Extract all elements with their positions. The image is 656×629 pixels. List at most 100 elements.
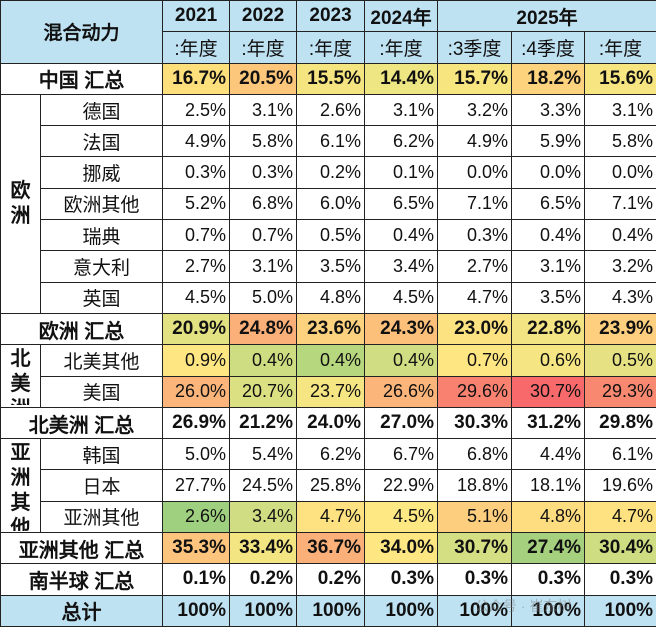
value-cell: 4.9% <box>162 125 231 158</box>
value-cell: 100% <box>364 594 439 627</box>
value-cell: 7.1% <box>437 187 513 221</box>
value-cell: 4.5% <box>364 500 439 534</box>
table-row: 日本 27.7% 24.5% 25.8% 22.9% 18.8% 18.1% 19.6% <box>1 469 656 502</box>
value-cell: 2.7% <box>437 250 513 283</box>
row-label: 中国 汇总 <box>0 62 164 95</box>
value-cell: 30.3% <box>437 406 513 440</box>
value-cell: 27.0% <box>364 406 439 440</box>
table-row: 意大利 2.7% 3.1% 3.5% 3.4% 2.7% 3.1% 3.2% <box>1 250 656 283</box>
row-label: 南半球 汇总 <box>0 563 164 596</box>
value-cell: 0.0% <box>584 156 656 189</box>
value-cell: 22.9% <box>364 469 439 502</box>
value-cell: 23.7% <box>296 375 366 408</box>
value-cell: 100% <box>162 594 231 627</box>
value-cell: 24.5% <box>229 469 298 502</box>
value-cell: 4.9% <box>437 125 513 158</box>
value-cell: 0.2% <box>229 563 298 596</box>
row-label: 瑞典 <box>39 219 164 252</box>
value-cell: 5.2% <box>162 187 231 221</box>
value-cell: 29.6% <box>437 375 513 408</box>
value-cell: 18.8% <box>437 469 513 502</box>
value-cell: 0.3% <box>437 563 513 596</box>
summary-row: 亚洲其他 汇总 35.3% 33.4% 36.7% 34.0% 30.7% 27.4% 30.… <box>0 532 656 565</box>
table-row: 北美洲北美其他0.9%0.4%0.4%0.4%0.7%0.6%0.5% <box>0 344 656 408</box>
value-cell: 29.3% <box>584 375 656 408</box>
value-cell: 2.6% <box>296 93 366 127</box>
total-row: 总计 100% 100% 100% 100% 100% 100% 100% <box>0 594 656 627</box>
year-header: 2023 <box>296 0 366 33</box>
value-cell: 4.4% <box>511 438 586 471</box>
value-cell: 6.8% <box>229 187 298 221</box>
row-label: 日本 <box>39 469 164 502</box>
value-cell: 0.4% <box>364 344 439 377</box>
value-cell: 100% <box>229 594 298 627</box>
value-cell: 0.0% <box>437 156 513 189</box>
row-label: 美国 <box>39 375 164 408</box>
value-cell: 6.7% <box>364 438 439 471</box>
table-row: 挪威 0.3% 0.3% 0.2% 0.1% 0.0% 0.0% 0.0% <box>1 156 656 189</box>
value-cell: 21.2% <box>229 406 298 440</box>
value-cell: 31.2% <box>511 406 586 440</box>
year-header: 2024年 <box>364 0 439 33</box>
value-cell: 24.0% <box>296 406 366 440</box>
value-cell: 33.4% <box>229 532 298 565</box>
value-cell: 0.3% <box>511 563 586 596</box>
value-cell: 5.8% <box>229 125 298 158</box>
value-cell: 0.3% <box>162 156 231 189</box>
value-cell: 0.3% <box>584 563 656 596</box>
value-cell: 0.1% <box>162 563 231 596</box>
summary-row: 欧洲 汇总 20.9% 24.8% 23.6% 24.3% 23.0% 22.8% 23.9% <box>0 312 656 346</box>
value-cell: 24.3% <box>364 312 439 346</box>
value-cell: 18.2% <box>511 62 586 95</box>
value-cell: 4.8% <box>296 281 366 314</box>
row-label: 欧洲 汇总 <box>0 312 164 346</box>
value-cell: 3.3% <box>511 93 586 127</box>
value-cell: 6.1% <box>296 125 366 158</box>
value-cell: 5.0% <box>229 281 298 314</box>
summary-row: 南半球 汇总 0.1% 0.2% 0.2% 0.3% 0.3% 0.3% 0.3% <box>0 563 656 596</box>
corner-header: 混合动力 <box>0 0 164 64</box>
value-cell: 6.5% <box>364 187 439 221</box>
value-cell: 25.8% <box>296 469 366 502</box>
summary-row: 中国 汇总 16.7% 20.5% 15.5% 14.4% 15.7% 18.2% 15.6% <box>0 62 656 95</box>
value-cell: 20.5% <box>229 62 298 95</box>
value-cell: 0.7% <box>162 219 231 252</box>
value-cell: 15.6% <box>584 62 656 95</box>
period-header: :年度 <box>296 31 366 64</box>
row-label: 挪威 <box>39 156 164 189</box>
value-cell: 0.1% <box>364 156 439 189</box>
value-cell: 3.4% <box>229 500 298 534</box>
summary-row: 北美洲 汇总 26.9% 21.2% 24.0% 27.0% 30.3% 31.2% 29.8… <box>0 406 656 440</box>
value-cell: 26.9% <box>162 406 231 440</box>
period-header: :年度 <box>584 31 656 64</box>
period-header: :年度 <box>364 31 439 64</box>
row-label: 总计 <box>0 594 164 627</box>
period-header: :年度 <box>162 31 231 64</box>
value-cell: 20.9% <box>162 312 231 346</box>
value-cell: 27.4% <box>511 532 586 565</box>
period-header: :3季度 <box>437 31 513 64</box>
value-cell: 16.7% <box>162 62 231 95</box>
value-cell: 0.4% <box>364 219 439 252</box>
value-cell: 5.0% <box>162 438 231 471</box>
value-cell: 3.1% <box>229 93 298 127</box>
value-cell: 23.6% <box>296 312 366 346</box>
value-cell: 26.0% <box>162 375 231 408</box>
value-cell: 5.1% <box>437 500 513 534</box>
value-cell: 5.8% <box>584 125 656 158</box>
row-label: 亚洲其他 汇总 <box>0 532 164 565</box>
value-cell: 35.3% <box>162 532 231 565</box>
region-group-label: 欧洲 <box>0 93 41 314</box>
value-cell: 4.5% <box>364 281 439 314</box>
value-cell: 0.7% <box>437 344 513 377</box>
row-label: 亚洲其他 <box>39 500 164 534</box>
value-cell: 0.4% <box>584 219 656 252</box>
value-cell: 5.4% <box>229 438 298 471</box>
row-label: 北美其他 <box>39 344 164 377</box>
region-group-label: 北美洲 <box>0 344 41 408</box>
value-cell: 3.1% <box>511 250 586 283</box>
value-cell: 3.1% <box>229 250 298 283</box>
value-cell: 0.3% <box>437 219 513 252</box>
value-cell: 0.5% <box>584 344 656 377</box>
year-header: 2025年 <box>437 0 656 33</box>
